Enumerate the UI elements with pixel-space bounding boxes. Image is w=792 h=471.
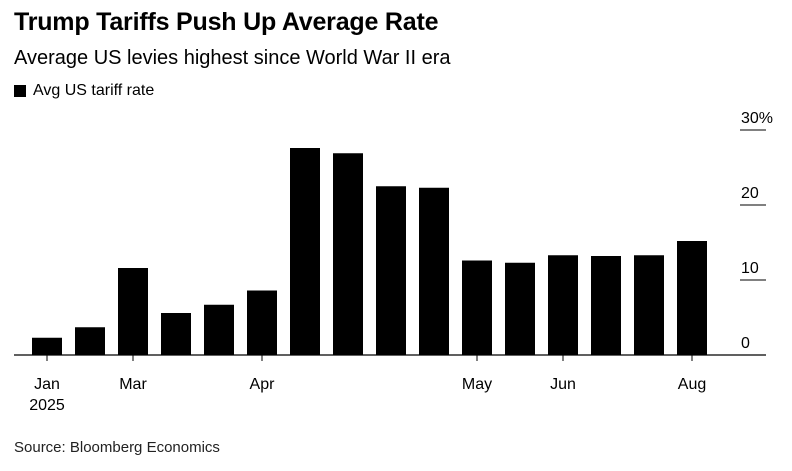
bar <box>290 148 320 355</box>
source-note: Source: Bloomberg Economics <box>14 439 220 456</box>
chart-title: Trump Tariffs Push Up Average Rate <box>14 8 439 36</box>
bar <box>333 153 363 355</box>
y-tick-label: 20 <box>741 185 759 202</box>
bar <box>591 256 621 355</box>
bar <box>548 255 578 355</box>
bar <box>247 290 277 355</box>
bar <box>505 262 535 355</box>
bar <box>634 255 664 355</box>
x-tick-label: Mar <box>119 376 147 393</box>
legend-swatch <box>14 85 26 97</box>
y-tick-label: 0 <box>741 335 750 352</box>
bar <box>462 260 492 355</box>
chart-subtitle: Average US levies highest since World Wa… <box>14 47 451 69</box>
x-tick-label: Apr <box>250 376 276 393</box>
x-tick-sublabel: 2025 <box>29 397 65 414</box>
x-tick-label: Jan <box>34 376 60 393</box>
bar <box>677 241 707 355</box>
bar <box>204 304 234 355</box>
x-tick-label: May <box>462 376 492 393</box>
legend-label: Avg US tariff rate <box>33 82 155 99</box>
x-tick-label: Aug <box>678 376 706 393</box>
bar <box>118 268 148 355</box>
x-tick-label: Jun <box>550 376 576 393</box>
y-tick-label: 30% <box>741 110 773 127</box>
bar <box>32 337 62 355</box>
bar <box>376 186 406 355</box>
y-tick-label: 10 <box>741 260 759 277</box>
legend: Avg US tariff rate <box>14 82 154 100</box>
bar <box>75 327 105 355</box>
bar <box>161 313 191 355</box>
bar <box>419 187 449 355</box>
